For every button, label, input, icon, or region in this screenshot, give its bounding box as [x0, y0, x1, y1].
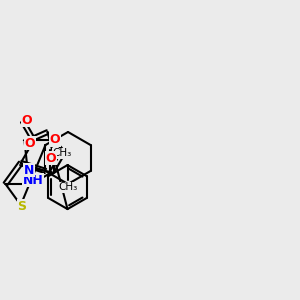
Text: O: O: [50, 133, 60, 146]
Text: S: S: [17, 200, 26, 212]
Text: O: O: [24, 137, 35, 150]
Text: N: N: [24, 164, 34, 177]
Text: O: O: [45, 152, 56, 165]
Text: O: O: [21, 114, 32, 127]
Text: CH₃: CH₃: [52, 148, 72, 158]
Text: CH₃: CH₃: [58, 182, 77, 192]
Text: NH: NH: [23, 173, 44, 187]
